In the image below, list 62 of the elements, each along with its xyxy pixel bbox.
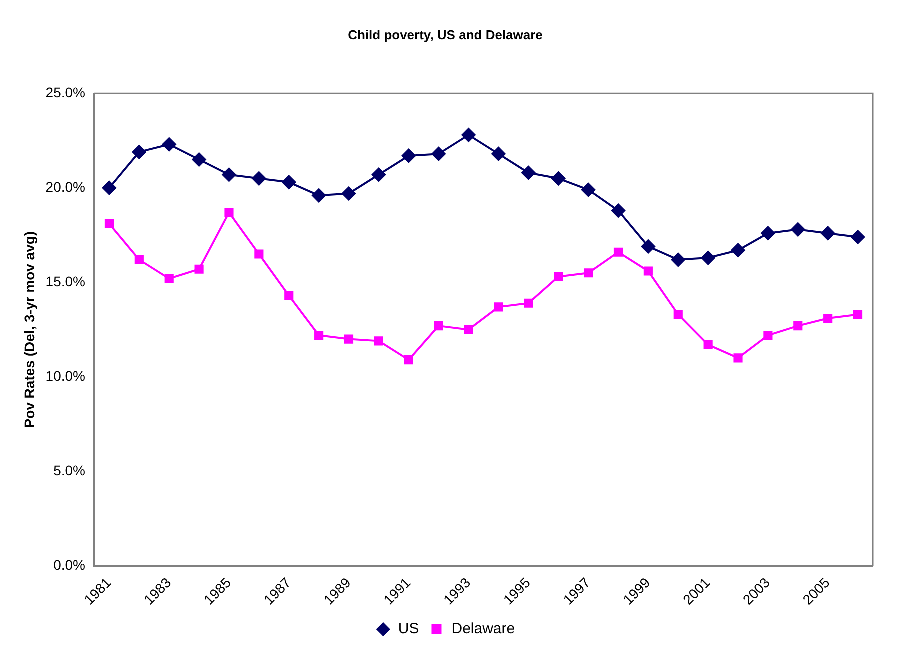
- point: [344, 334, 354, 344]
- point: [164, 274, 174, 284]
- point: [254, 250, 264, 259]
- point: [791, 222, 806, 237]
- point: [132, 145, 146, 160]
- point: [644, 266, 653, 276]
- point: [582, 182, 596, 197]
- point: [524, 298, 534, 308]
- point: [554, 272, 564, 282]
- point: [464, 325, 474, 334]
- point: [641, 240, 656, 254]
- point: [314, 330, 324, 340]
- y-tick-label: 15.0%: [46, 273, 86, 290]
- point: [312, 188, 326, 203]
- point: [764, 330, 773, 340]
- point: [372, 168, 386, 182]
- point: [821, 226, 836, 240]
- y-tick-label: 20.0%: [46, 178, 86, 195]
- point: [434, 322, 444, 331]
- point: [374, 336, 384, 346]
- point: [222, 168, 236, 182]
- point: [614, 248, 624, 257]
- point: [134, 255, 144, 264]
- point: [284, 291, 294, 300]
- point: [584, 268, 594, 278]
- y-tick-label: 5.0%: [54, 462, 86, 478]
- y-tick-label: 25.0%: [46, 84, 86, 100]
- point: [674, 310, 683, 320]
- point: [853, 310, 863, 320]
- point: [342, 186, 356, 201]
- point: [851, 230, 866, 244]
- point: [824, 314, 833, 324]
- point: [102, 181, 116, 196]
- legend-label: US: [398, 620, 420, 638]
- point: [794, 322, 803, 331]
- chart-title: Child poverty, US and Delaware: [348, 27, 543, 42]
- y-tick-label: 0.0%: [54, 556, 86, 573]
- point: [162, 138, 176, 152]
- point: [462, 128, 476, 142]
- point: [402, 148, 416, 163]
- point: [194, 264, 204, 274]
- point: [611, 204, 626, 218]
- point: [704, 340, 713, 350]
- point: [432, 147, 446, 162]
- point: [282, 175, 296, 190]
- point: [701, 251, 716, 266]
- point: [252, 172, 266, 186]
- y-axis-title: Pov Rates (Del, 3-yr mov avg): [21, 231, 38, 428]
- point: [552, 172, 566, 186]
- point: [671, 252, 686, 267]
- point: [492, 147, 506, 162]
- point: [761, 226, 776, 240]
- point: [494, 302, 504, 312]
- point: [104, 219, 114, 229]
- point: [192, 152, 206, 167]
- y-tick-label: 10.0%: [46, 368, 86, 384]
- point: [522, 166, 536, 180]
- point: [734, 354, 743, 363]
- point: [224, 208, 234, 218]
- legend-label: Delaware: [452, 620, 516, 638]
- point: [404, 356, 414, 365]
- point: [731, 243, 746, 258]
